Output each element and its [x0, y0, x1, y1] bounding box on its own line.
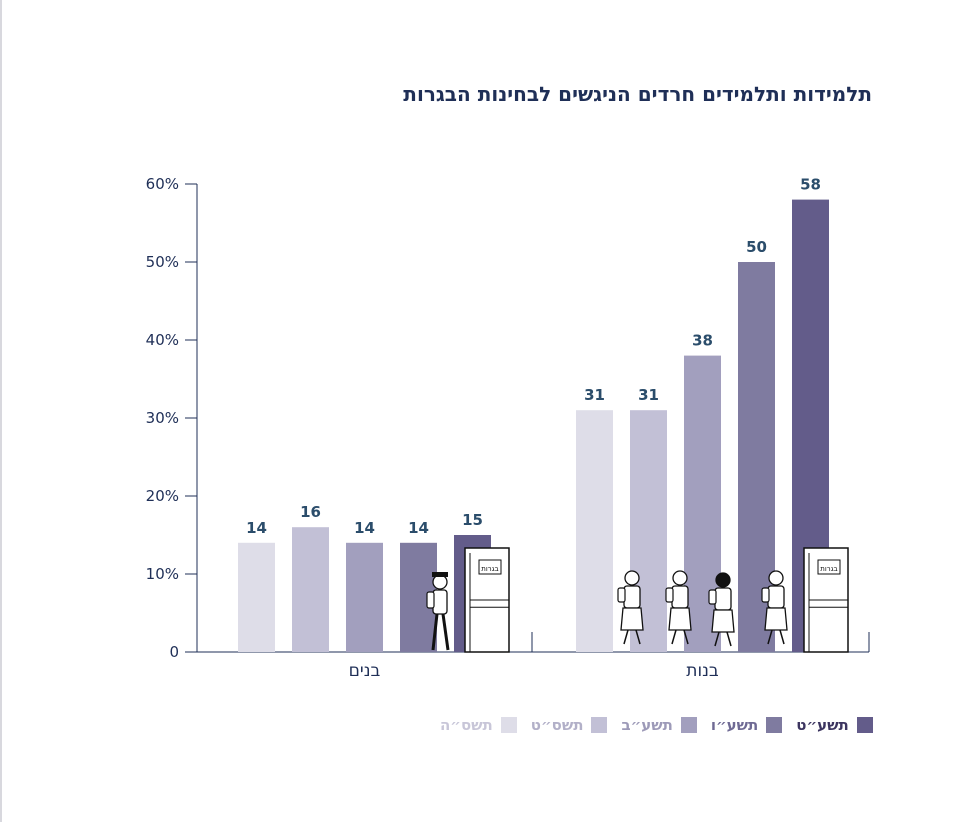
bar-value-label: 16	[300, 503, 321, 521]
bar-value-label: 38	[692, 332, 713, 350]
legend-label: תשס״ה	[440, 716, 493, 734]
door-sign	[478, 559, 502, 575]
student-figure-illustration	[665, 570, 692, 645]
student-figure-illustration	[761, 570, 788, 645]
category-label: בנים	[349, 661, 381, 681]
page-border	[0, 0, 2, 822]
y-tick-label: 10%	[146, 565, 179, 583]
legend-swatch	[500, 717, 517, 733]
bar-value-label: 50	[746, 238, 767, 256]
bar	[346, 542, 383, 652]
y-tick-label: 30%	[146, 409, 179, 427]
y-tick-label: 40%	[146, 331, 179, 349]
legend-swatch	[856, 717, 873, 733]
legend-label: תשס״ט	[530, 716, 584, 734]
legend-label: תשע״ו	[710, 716, 759, 734]
legend-label: תשע״ב	[621, 716, 673, 734]
door-sign-label: בגרות	[481, 565, 498, 573]
bar-value-label: 58	[800, 176, 821, 194]
legend-swatch	[591, 717, 608, 733]
door-sign	[817, 559, 841, 575]
student-figure-illustration	[708, 572, 735, 647]
legend-item: תשס״ט	[531, 716, 608, 734]
legend-item: תשע״ב	[621, 716, 697, 734]
y-tick-label: 50%	[146, 253, 179, 271]
bar	[238, 542, 275, 652]
legend-item: תשע״ו	[710, 716, 783, 734]
student-figure-illustration	[426, 572, 450, 651]
bar-value-label: 14	[354, 519, 375, 537]
legend-label: תשע״ט	[796, 716, 849, 734]
bar-value-label: 14	[246, 519, 267, 537]
legend-item: תשס״ה	[440, 716, 517, 734]
student-figure-illustration	[617, 570, 644, 645]
legend-item: תשע״ט	[796, 716, 873, 734]
bar-value-label: 31	[584, 386, 605, 404]
legend-swatch	[766, 717, 783, 733]
bar-value-label: 31	[638, 386, 659, 404]
y-tick-label: 60%	[146, 175, 179, 193]
bar	[292, 527, 329, 652]
y-tick-label: 0	[169, 643, 179, 661]
bar-value-label: 14	[408, 519, 429, 537]
bar-chart: 0 10% 20% 30% 40% 50% 60% 14 16 14 14 15 בנים 31 31 38 5…	[146, 175, 870, 681]
legend-swatch	[680, 717, 697, 733]
bar-value-label: 15	[462, 511, 483, 529]
legend: תשס״ה תשס״ט תשע״ב תשע״ו תשע״ט	[440, 716, 873, 734]
category-label: בנות	[686, 661, 719, 681]
door-sign-label: בגרות	[820, 565, 837, 573]
chart-title: תלמידות ותלמידים חרדים הניגשים לבחינות ה…	[403, 82, 872, 106]
bar	[576, 410, 613, 652]
y-tick-label: 20%	[146, 487, 179, 505]
